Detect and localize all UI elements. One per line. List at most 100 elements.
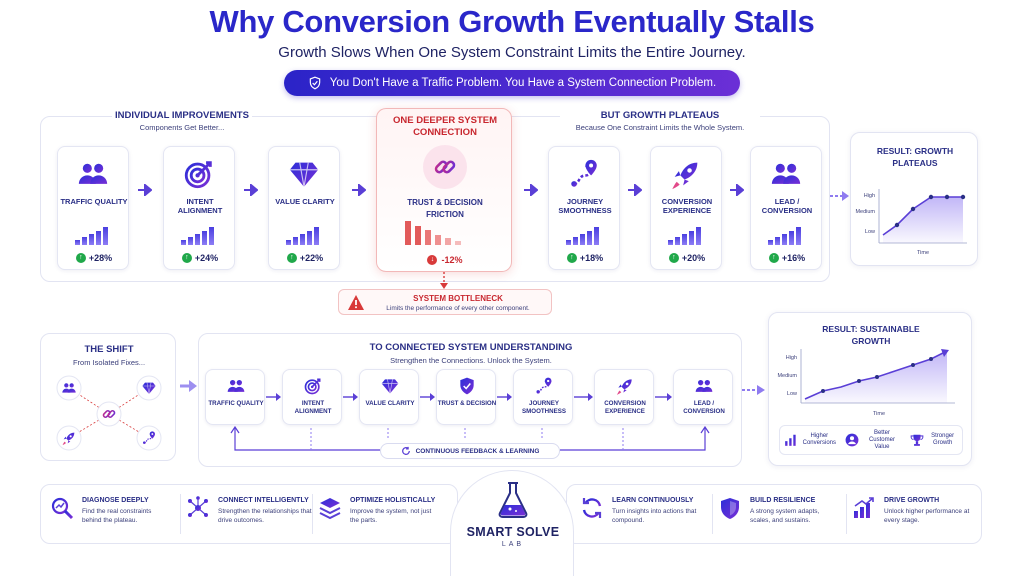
component-change: ↑ +22% <box>269 253 341 263</box>
benefits-row: Higher Conversions Better Customer Value… <box>779 425 963 455</box>
component-change: ↑ +28% <box>58 253 130 263</box>
up-arrow-icon: ↑ <box>668 253 679 263</box>
bottleneck-card: ONE DEEPER SYSTEM CONNECTION TRUST & DEC… <box>376 108 512 272</box>
shift-title: THE SHIFT <box>84 344 134 355</box>
divider <box>312 494 313 534</box>
mini-bar-chart <box>75 227 115 245</box>
mini-bar-chart <box>566 227 606 245</box>
component-label: CONVERSION EXPERIENCE <box>661 197 713 215</box>
component-card-journey-smoothness: JOURNEY SMOOTHNESS ↑ +18% <box>548 146 620 270</box>
shift-sub: From Isolated Fixes... <box>72 358 146 367</box>
flow-arrow-icon <box>352 184 366 196</box>
bottleneck-label: TRUST & DECISION FRICTION <box>407 198 483 219</box>
connected-title: TO CONNECTED SYSTEM UNDERSTANDING <box>369 342 573 353</box>
connected-node-lead-conversion: LEAD / CONVERSION <box>673 369 733 425</box>
bottleneck-callout: SYSTEM BOTTLENECK Limits the performance… <box>338 289 552 315</box>
connected-node-journey-smoothness: JOURNEY SMOOTHNESS <box>513 369 573 425</box>
up-arrow-icon: ↑ <box>286 253 297 263</box>
rocket-icon <box>615 376 635 396</box>
flow-arrow-icon <box>138 184 152 196</box>
x-axis-label: Time <box>873 411 885 417</box>
benefit-item: Better Customer Value <box>845 430 901 451</box>
connected-node-traffic-quality: TRAFFIC QUALITY <box>205 369 265 425</box>
down-arrow-icon: ↓ <box>427 255 438 265</box>
page-title: Why Conversion Growth Eventually Stalls <box>209 4 815 39</box>
mini-bar-chart <box>668 227 708 245</box>
link-arrow-icon <box>343 393 358 401</box>
connected-node-trust-decision: TRUST & DECISION <box>436 369 496 425</box>
diamond-icon <box>380 376 400 396</box>
principle-learn: LEARN CONTINUOUSLY Turn insights into act… <box>580 496 708 525</box>
component-change: ↑ +18% <box>549 253 621 263</box>
users-icon <box>76 157 110 191</box>
users-icon <box>769 157 803 191</box>
individual-improvements-header: INDIVIDUAL IMPROVEMENTS <box>112 110 252 122</box>
shift-panel: THE SHIFT From Isolated Fixes... <box>40 333 176 461</box>
axis-level-low: Low <box>865 229 875 235</box>
axis-level-medium: Medium <box>777 373 797 379</box>
mini-bar-chart <box>181 227 221 245</box>
banner-text: You Don't Have a Traffic Problem. You Ha… <box>329 77 717 89</box>
refresh-icon <box>401 446 410 455</box>
link-arrow-icon <box>655 393 672 401</box>
growth-plateaus-header: BUT GROWTH PLATEAUS <box>560 110 760 122</box>
rocket-icon <box>669 157 703 191</box>
layers-icon <box>319 498 341 520</box>
connected-node-conversion-experience: CONVERSION EXPERIENCE <box>594 369 654 425</box>
feedback-loop-lines <box>230 426 710 451</box>
mini-bar-chart <box>768 227 808 245</box>
growth-chart: High Medium Low Time <box>777 349 955 417</box>
key-message-banner: You Don't Have a Traffic Problem. You Ha… <box>284 70 740 96</box>
user-icon <box>845 433 859 447</box>
trophy-icon <box>910 434 923 446</box>
result-plateau-panel: RESULT: GROWTH PLATEAUS High Medium Low … <box>850 132 978 266</box>
dashed-arrow-icon <box>830 191 849 201</box>
up-arrow-icon: ↑ <box>75 253 86 263</box>
broken-chain-icon <box>432 154 458 180</box>
result-growth-title: RESULT: SUSTAINABLE GROWTH <box>822 324 920 346</box>
result-growth-panel: RESULT: SUSTAINABLE GROWTH High Medium L… <box>768 312 972 466</box>
divider <box>180 494 181 534</box>
shift-arrow-icon <box>180 380 197 392</box>
up-arrow-icon: ↑ <box>566 253 577 263</box>
users-icon <box>694 376 714 396</box>
principle-connect: CONNECT INTELLIGENTLY Strengthen the rela… <box>186 496 316 525</box>
component-card-intent-alignment: INTENT ALIGNMENT ↑ +24% <box>163 146 235 270</box>
component-change: ↑ +24% <box>164 253 236 263</box>
axis-level-low: Low <box>787 391 797 397</box>
chain-icon-wrap <box>423 145 467 189</box>
plateau-chart: High Medium Low Time <box>855 189 967 256</box>
route-icon <box>534 376 554 396</box>
principles-left-panel <box>40 484 458 544</box>
brand-badge: SMART SOLVE LAB <box>450 470 574 576</box>
principle-optimize: OPTIMIZE HOLISTICALLY Improve the system,… <box>318 496 448 525</box>
component-label: LEAD / CONVERSION <box>761 197 813 215</box>
divider <box>712 494 713 534</box>
component-label: TRAFFIC QUALITY <box>60 197 128 206</box>
benefit-item: Higher Conversions <box>784 433 836 447</box>
growth-bars-icon <box>854 497 874 518</box>
link-arrow-icon <box>266 393 281 401</box>
result-plateau-title: RESULT: GROWTH PLATEAUS <box>876 146 954 168</box>
axis-level-high: High <box>786 355 797 361</box>
bar-chart-icon <box>785 434 796 446</box>
link-arrow-icon <box>420 393 435 401</box>
flow-arrow-icon <box>244 184 258 196</box>
growth-plateaus-sub: Because One Constraint Limits the Whole … <box>575 123 745 132</box>
network-icon <box>188 496 208 517</box>
individual-improvements-sub: Components Get Better... <box>139 123 225 132</box>
component-change: ↑ +20% <box>651 253 723 263</box>
component-card-lead-conversion: LEAD / CONVERSION ↑ +16% <box>750 146 822 270</box>
users-icon <box>226 376 246 396</box>
axis-level-medium: Medium <box>855 209 875 215</box>
x-axis-label: Time <box>917 250 929 256</box>
feedback-label: CONTINUOUS FEEDBACK & LEARNING <box>415 447 540 455</box>
component-label: INTENT ALIGNMENT <box>177 197 223 215</box>
refresh-icon <box>582 498 602 518</box>
flask-logo-icon <box>498 482 528 518</box>
divider <box>846 494 847 534</box>
mini-bar-chart <box>286 227 326 245</box>
dashed-arrow-icon <box>742 385 765 395</box>
shield-icon <box>721 498 739 519</box>
page-subtitle: Growth Slows When One System Constraint … <box>278 44 746 61</box>
